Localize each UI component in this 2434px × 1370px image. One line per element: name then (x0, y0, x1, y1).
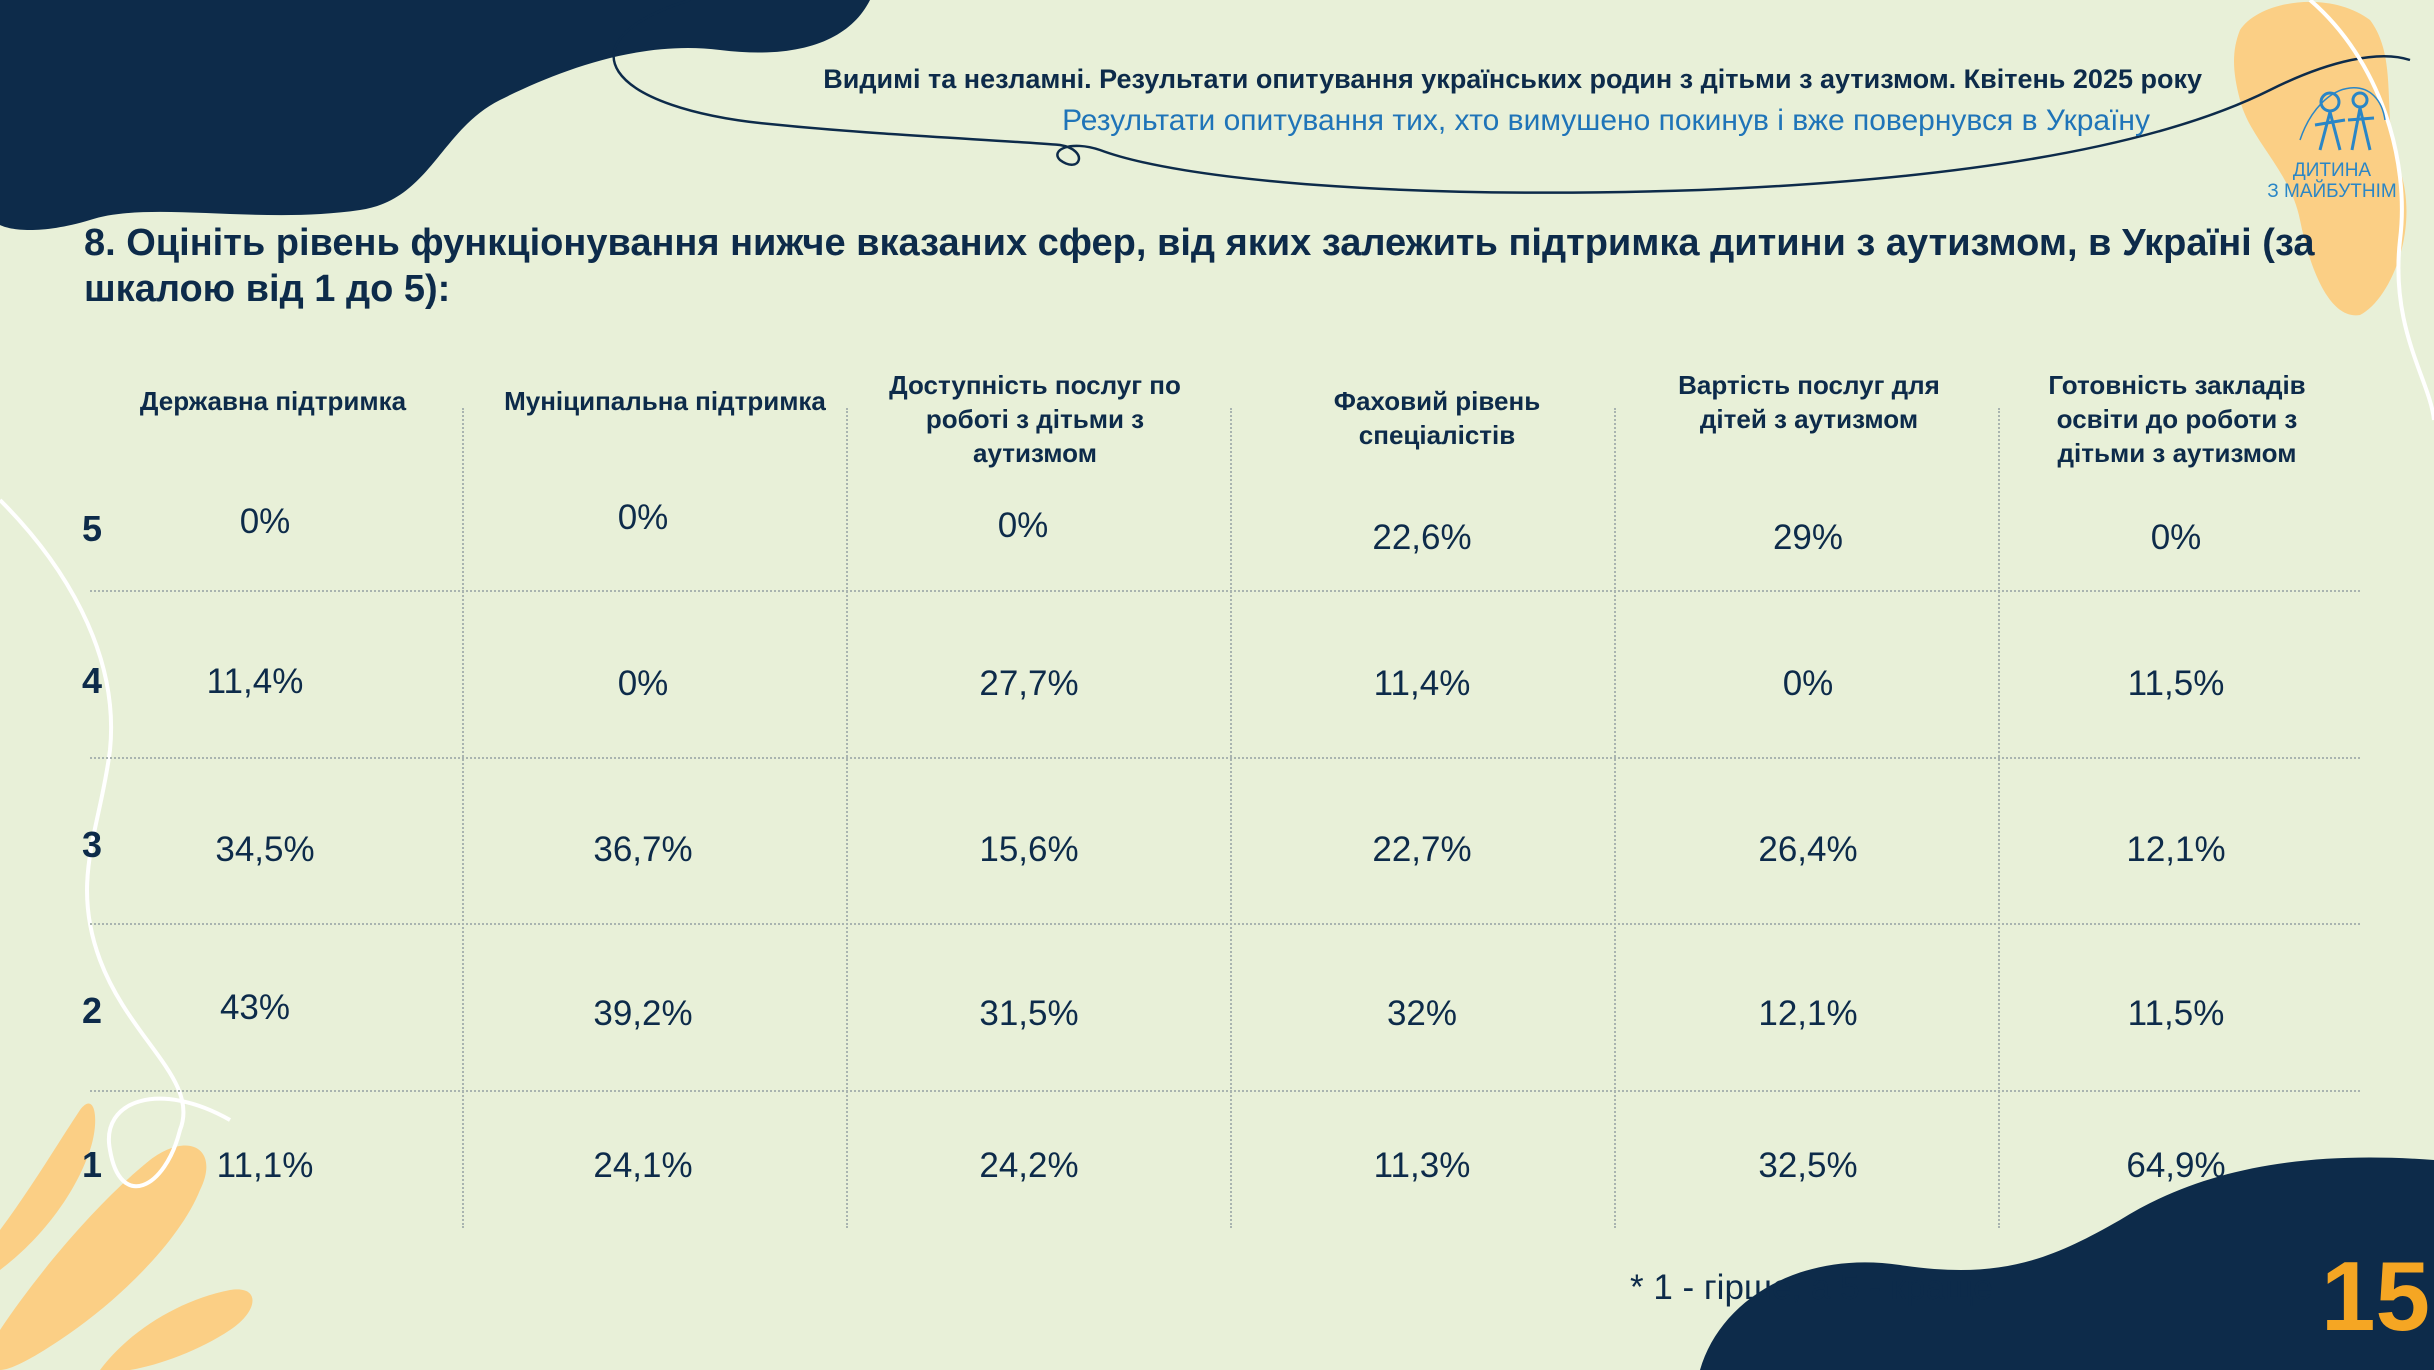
table-cell: 0% (997, 506, 1049, 545)
row-label-5: 5 (82, 508, 103, 549)
table-cell: 64,9% (2126, 1146, 2226, 1185)
column-divider (462, 408, 464, 1228)
table-cell: 12,1% (2126, 830, 2226, 869)
column-header-service-cost: Вартість послуг для дітей з аутизмом (1678, 370, 1940, 434)
table-cell: 11,5% (2127, 994, 2225, 1033)
table-cell: 12,1% (1758, 994, 1858, 1033)
table-cell: 0% (617, 498, 669, 537)
table-cell: 32,5% (1758, 1146, 1858, 1185)
table-cell: 11,4% (206, 662, 304, 701)
table-cell: 36,7% (593, 830, 693, 869)
footnote: * 1 - гірше, а 5 - краще (1630, 1268, 1993, 1307)
table-cell: 11,4% (1373, 664, 1471, 703)
column-divider (1230, 408, 1232, 1228)
row-divider (90, 757, 2360, 759)
row-label-1: 1 (82, 1144, 103, 1185)
column-header-service-availability: Доступність послуг по роботі з дітьми з … (889, 370, 1181, 468)
table-cell: 29% (1772, 518, 1844, 557)
table-cell: 22,7% (1372, 830, 1472, 869)
row-label-4: 4 (82, 660, 103, 701)
table-cell: 11,5% (2127, 664, 2225, 703)
table-cell: 15,6% (979, 830, 1079, 869)
table-cell: 22,6% (1372, 518, 1472, 557)
row-divider (90, 590, 2360, 592)
column-header-municipal-support: Муніципальна підтримка (504, 386, 826, 416)
table-cell: 34,5% (215, 830, 315, 869)
logo-line-2: З МАЙБУТНІМ (2267, 181, 2397, 202)
column-header-specialist-level: Фаховий рівень спеціалістів (1333, 386, 1541, 450)
table-cell: 24,2% (979, 1146, 1079, 1185)
column-header-school-readiness: Готовність закладів освіти до роботи з д… (2048, 370, 2306, 468)
table-cell: 39,2% (593, 994, 693, 1033)
logo-text: ДИТИНА З МАЙБУТНІМ (2262, 160, 2402, 202)
table-cell: 11,3% (1373, 1146, 1471, 1185)
white-curve-right (2308, 0, 2434, 421)
row-label-2: 2 (82, 990, 103, 1031)
column-divider (1998, 408, 2000, 1228)
table-cell: 43% (219, 988, 291, 1027)
table-cell: 32% (1386, 994, 1458, 1033)
header-swoosh-line (612, 0, 2411, 194)
table-cell: 24,1% (593, 1146, 693, 1185)
table-cell: 0% (2150, 518, 2202, 557)
table-cell: 0% (617, 664, 669, 703)
table-cell: 26,4% (1758, 830, 1858, 869)
table-cell: 0% (1782, 664, 1834, 703)
table-cell: 31,5% (979, 994, 1079, 1033)
header-subtitle: Результати опитування тих, хто вимушено … (1062, 104, 2150, 137)
peach-leaf-bottom-left-2 (0, 1103, 96, 1270)
question-heading: 8. Оцініть рівень функціонування нижче в… (84, 222, 2315, 310)
column-divider (846, 408, 848, 1228)
table-cell: 0% (239, 502, 291, 541)
navy-blob-top-left (0, 0, 870, 230)
column-divider (1614, 408, 1616, 1228)
header-title: Видимі та незламні. Результати опитуванн… (823, 64, 2202, 94)
column-header-state-support: Державна підтримка (139, 386, 407, 416)
table-cell: 27,7% (979, 664, 1079, 703)
page-number: 15 (2320, 1241, 2430, 1351)
children-figures-icon (2299, 87, 2386, 151)
logo-line-1: ДИТИНА (2292, 160, 2372, 181)
row-divider (90, 923, 2360, 925)
table-cell: 11,1% (216, 1146, 314, 1185)
peach-leaf-bottom-left-3 (100, 1289, 253, 1370)
row-label-3: 3 (82, 824, 103, 865)
row-divider (90, 1090, 2360, 1092)
